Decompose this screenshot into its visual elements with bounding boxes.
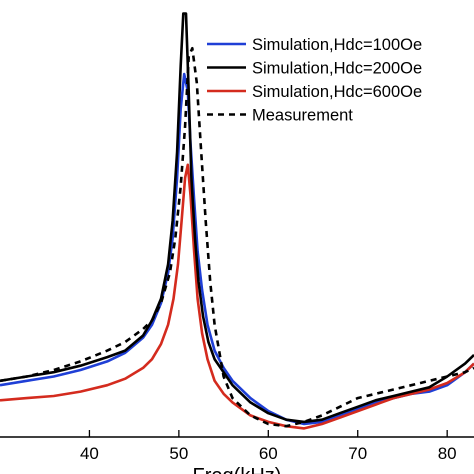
legend-label-1: Simulation,Hdc=100Oe xyxy=(252,36,422,54)
x-tick-label: 80 xyxy=(438,444,457,463)
x-tick-label: 70 xyxy=(348,444,367,463)
legend-label-3: Simulation,Hdc=600Oe xyxy=(252,83,422,101)
series-layer xyxy=(0,12,474,430)
x-tick-label: 40 xyxy=(80,444,99,463)
axis-layer: 40 50 60 70 80 Freq(kHz) xyxy=(0,430,474,474)
x-tick-label: 50 xyxy=(169,444,188,463)
legend-label-2: Simulation,Hdc=200Oe xyxy=(252,60,422,78)
legend: Simulation,Hdc=100Oe Simulation,Hdc=200Oe… xyxy=(207,36,422,125)
series-line-2 xyxy=(0,12,474,424)
x-axis-label: Freq(kHz) xyxy=(193,465,282,474)
x-tick-label: 60 xyxy=(259,444,278,463)
series-line-1 xyxy=(0,72,474,426)
legend-label-4: Measurement xyxy=(252,107,353,125)
series-line-4 xyxy=(0,46,474,428)
series-line-3 xyxy=(0,163,474,430)
